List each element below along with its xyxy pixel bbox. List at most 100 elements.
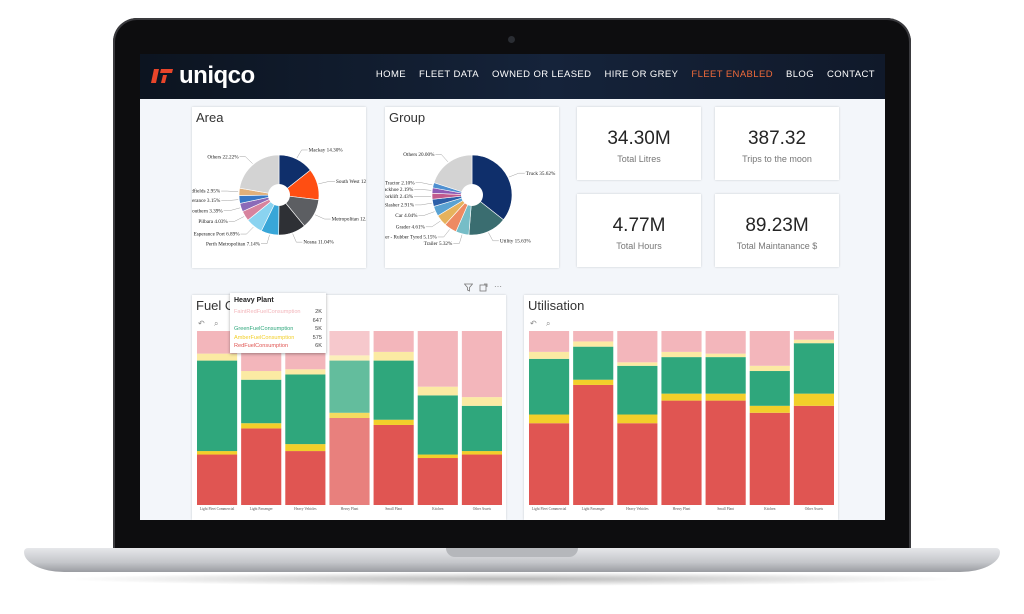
bar-segment[interactable] [329, 360, 370, 413]
bar-segment[interactable] [617, 362, 658, 366]
bar-segment[interactable] [417, 458, 458, 505]
bar-segment[interactable] [749, 331, 790, 366]
nav-item-blog[interactable]: BLOG [785, 69, 814, 80]
bar-segment[interactable] [241, 379, 282, 424]
bar-segment[interactable] [617, 423, 658, 505]
tooltip-row: AmberFuelConsumption 575 [234, 335, 322, 343]
bar-segment[interactable] [417, 395, 458, 455]
bar-segment[interactable] [197, 454, 238, 505]
bar-segment[interactable] [793, 393, 834, 406]
bar-segment[interactable] [461, 405, 502, 452]
bar-segment[interactable] [417, 454, 458, 459]
pie-leader-line [437, 229, 450, 238]
nav-item-owned-or-leased[interactable]: OWNED OR LEASED [492, 69, 592, 80]
zoom-icon[interactable]: ⌕ [546, 319, 551, 328]
bar-segment[interactable] [705, 400, 746, 505]
pie-slice[interactable] [239, 154, 280, 196]
bar-segment[interactable] [661, 351, 702, 358]
bar-segment[interactable] [417, 386, 458, 396]
nav-item-fleet-enabled[interactable]: FLEET ENABLED [691, 69, 773, 80]
bar-segment[interactable] [373, 419, 414, 425]
bar-segment[interactable] [573, 331, 614, 342]
kpi-card-trips-to-moon[interactable]: 387.32 Trips to the moon [715, 107, 839, 180]
undo-icon[interactable]: ↶ [198, 319, 205, 328]
bar-segment[interactable] [373, 351, 414, 361]
bar-segment[interactable] [461, 454, 502, 505]
pie-slice[interactable] [433, 154, 473, 196]
bar-segment[interactable] [617, 365, 658, 415]
bar-segment[interactable] [529, 358, 570, 415]
kpi-card-total-hours[interactable]: 4.77M Total Hours [577, 194, 701, 267]
tooltip-row: GreenFuelConsumption 5K [234, 326, 322, 334]
bar-segment[interactable] [329, 412, 370, 418]
bar-segment[interactable] [241, 428, 282, 505]
bar-segment[interactable] [529, 351, 570, 359]
bar-segment[interactable] [617, 414, 658, 424]
bar-segment[interactable] [461, 451, 502, 455]
x-axis-label: Other Assets [805, 507, 824, 511]
bar-segment[interactable] [197, 360, 238, 452]
bar-segment[interactable] [705, 393, 746, 401]
bar-segment[interactable] [661, 357, 702, 394]
nav-item-fleet-data[interactable]: FLEET DATA [419, 69, 479, 80]
bar-segment[interactable] [573, 379, 614, 385]
kpi-card-total-maintenance[interactable]: 89.23M Total Maintanance $ [715, 194, 839, 267]
bar-segment[interactable] [241, 371, 282, 380]
bar-segment[interactable] [329, 355, 370, 361]
bar-segment[interactable] [793, 405, 834, 505]
bar-segment[interactable] [573, 341, 614, 347]
tooltip-row: 647 [234, 318, 322, 326]
bar-segment[interactable] [461, 397, 502, 406]
pie-leader-line [240, 226, 254, 235]
bar-segment[interactable] [705, 353, 746, 358]
bar-segment[interactable] [329, 331, 370, 356]
bar-segment[interactable] [749, 365, 790, 372]
x-axis-label: Heavy Vehicles [294, 507, 317, 511]
brand-logo[interactable]: uniqco [150, 64, 255, 88]
bar-segment[interactable] [705, 331, 746, 354]
bar-segment[interactable] [285, 444, 326, 452]
bar-segment[interactable] [793, 339, 834, 344]
bar-segment[interactable] [749, 405, 790, 413]
bar-segment[interactable] [749, 371, 790, 406]
bar-segment[interactable] [793, 331, 834, 340]
bar-segment[interactable] [461, 331, 502, 398]
kpi-card-total-litres[interactable]: 34.30M Total Litres [577, 107, 701, 180]
undo-icon[interactable]: ↶ [530, 319, 537, 328]
nav-item-hire-or-grey[interactable]: HIRE OR GREY [604, 69, 679, 80]
bar-segment[interactable] [529, 423, 570, 505]
bar-segment[interactable] [285, 369, 326, 375]
bar-segment[interactable] [197, 331, 238, 354]
bar-segment[interactable] [661, 331, 702, 352]
bar-segment[interactable] [329, 418, 370, 505]
bar-segment[interactable] [573, 346, 614, 380]
bar-segment[interactable] [373, 331, 414, 352]
pie-slice[interactable] [471, 154, 513, 221]
bar-segment[interactable] [573, 384, 614, 505]
bar-segment[interactable] [373, 360, 414, 420]
bar-segment[interactable] [749, 412, 790, 505]
bar-segment[interactable] [197, 353, 238, 361]
tooltip-series-value: 2K [315, 309, 322, 315]
more-options-icon[interactable]: ⋯ [494, 282, 502, 291]
expand-icon[interactable] [479, 283, 488, 294]
bar-segment[interactable] [529, 331, 570, 352]
bar-segment[interactable] [285, 451, 326, 505]
bar-segment[interactable] [617, 331, 658, 363]
bar-segment[interactable] [529, 414, 570, 424]
bar-segment[interactable] [285, 374, 326, 445]
nav-item-contact[interactable]: CONTACT [826, 69, 875, 80]
group-chart-card: Group Truck 35.62% Utility 15.63% Trailer … [385, 107, 559, 268]
bar-segment[interactable] [197, 451, 238, 455]
bar-segment[interactable] [373, 424, 414, 505]
pie-label: Loader - Rubber Tyred 5.15% [385, 235, 437, 241]
nav-item-home[interactable]: HOME [375, 69, 407, 80]
filter-icon[interactable] [463, 283, 474, 294]
bar-segment[interactable] [793, 343, 834, 394]
bar-segment[interactable] [705, 357, 746, 394]
bar-segment[interactable] [417, 331, 458, 387]
bar-segment[interactable] [241, 423, 282, 429]
bar-segment[interactable] [661, 393, 702, 401]
bar-segment[interactable] [661, 400, 702, 505]
zoom-icon[interactable]: ⌕ [214, 319, 219, 328]
